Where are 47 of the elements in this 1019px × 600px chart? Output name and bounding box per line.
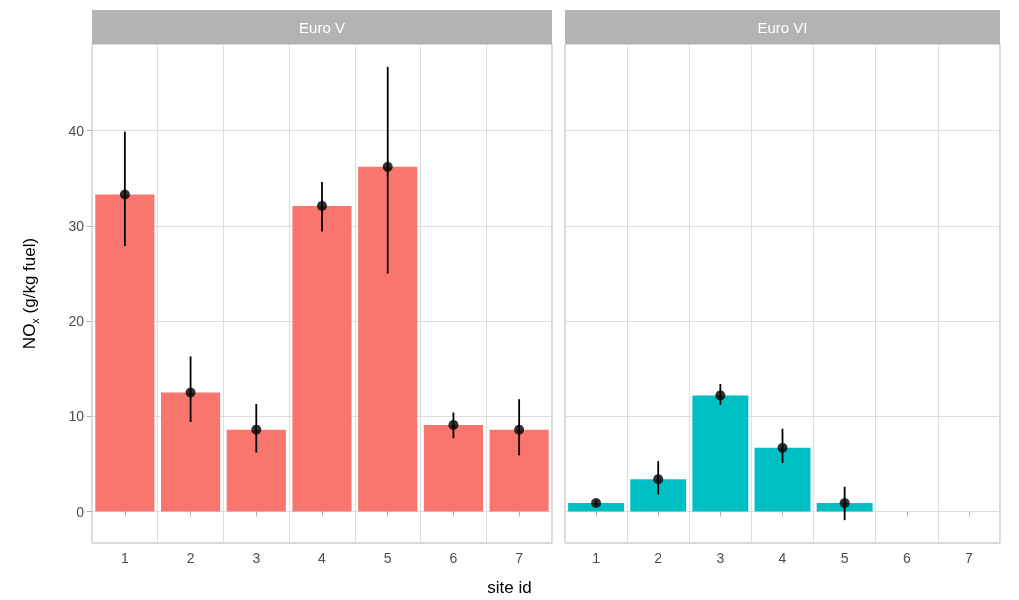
x-tick-label: 2 [186, 550, 195, 566]
y-tick-label: 40 [68, 122, 85, 139]
bar [568, 503, 625, 512]
bar [754, 447, 811, 512]
bar [161, 392, 221, 512]
point [119, 189, 130, 200]
bar [423, 424, 483, 512]
x-axis-title: site id [486, 578, 533, 598]
chart-title: Euro V [92, 10, 552, 44]
y-tick-label: 30 [68, 217, 85, 234]
bar [226, 429, 286, 512]
point [715, 390, 726, 401]
y-axis-title: NOx (g/kg fuel) [20, 237, 41, 350]
bar [630, 479, 687, 512]
bar [816, 503, 873, 512]
x-tick-label: 1 [592, 550, 601, 566]
x-tick-label: 7 [515, 550, 524, 566]
point [514, 424, 525, 435]
bar [358, 166, 418, 512]
x-tick-label: 5 [840, 550, 849, 566]
x-tick-label: 7 [965, 550, 974, 566]
x-tick-label: 1 [120, 550, 129, 566]
chart-title: Euro VI [565, 10, 1000, 44]
x-tick-label: 3 [716, 550, 725, 566]
point [382, 161, 393, 172]
point [251, 424, 262, 435]
y-tick-label: 0 [76, 503, 85, 520]
x-tick-label: 6 [449, 550, 458, 566]
point [591, 498, 602, 508]
x-tick-label: 6 [902, 550, 911, 566]
point [839, 498, 850, 508]
bar [95, 194, 155, 512]
point [777, 442, 788, 453]
y-tick-label: 10 [68, 408, 85, 425]
point [448, 419, 459, 430]
point [317, 200, 327, 211]
point [185, 387, 196, 398]
bar [489, 429, 549, 512]
x-tick-label: 3 [252, 550, 261, 566]
x-tick-label: 4 [778, 550, 787, 566]
point [653, 474, 664, 485]
bar [292, 205, 352, 512]
y-tick-label: 20 [68, 313, 85, 330]
x-tick-label: 5 [383, 550, 392, 566]
x-tick-label: 4 [318, 550, 327, 566]
x-tick-label: 2 [654, 550, 663, 566]
bar [692, 395, 749, 512]
